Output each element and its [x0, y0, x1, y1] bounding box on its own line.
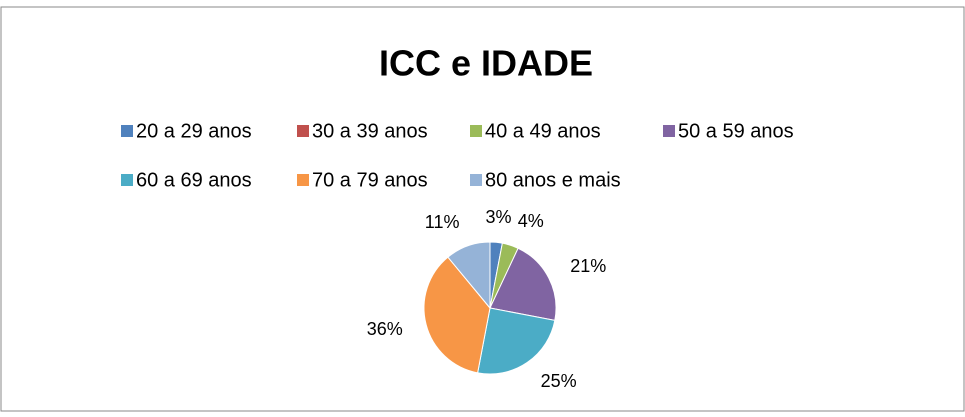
pie-slice [489, 247, 557, 321]
legend-swatch [470, 125, 482, 137]
data-label: 21% [570, 256, 606, 276]
legend-label: 60 a 69 anos [136, 169, 252, 191]
data-label: 4% [518, 211, 544, 231]
legend-swatch [470, 174, 482, 186]
legend-label: 70 a 79 anos [312, 169, 428, 191]
legend-swatch [297, 125, 309, 137]
chart-title: ICC e IDADE [379, 43, 593, 84]
pie-slice [477, 307, 556, 375]
legend-swatch [297, 174, 309, 186]
legend-label: 30 a 39 anos [312, 120, 428, 142]
pie-slice [423, 256, 491, 374]
legend-label: 40 a 49 anos [485, 120, 601, 142]
legend-label: 50 a 59 anos [678, 120, 794, 142]
data-label: 36% [367, 319, 403, 339]
data-label: 3% [485, 207, 511, 227]
data-label: 25% [541, 371, 577, 391]
legend-swatch [663, 125, 675, 137]
legend-swatch [121, 125, 133, 137]
pie-slice [447, 241, 491, 310]
legend-label: 20 a 29 anos [136, 120, 252, 142]
legend-label: 80 anos e mais [485, 169, 621, 191]
legend-swatch [121, 174, 133, 186]
data-label: 11% [425, 212, 460, 232]
